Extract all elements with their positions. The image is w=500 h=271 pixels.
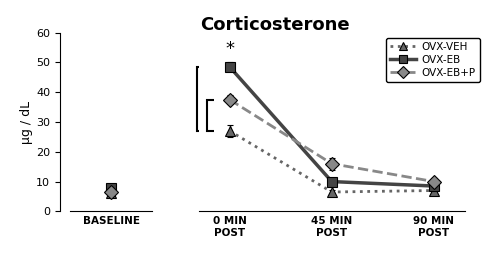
Text: *: * — [225, 40, 234, 58]
Legend: OVX-VEH, OVX-EB, OVX-EB+P: OVX-VEH, OVX-EB, OVX-EB+P — [386, 38, 480, 82]
Text: Corticosterone: Corticosterone — [200, 16, 350, 34]
Y-axis label: μg / dL: μg / dL — [20, 100, 34, 144]
